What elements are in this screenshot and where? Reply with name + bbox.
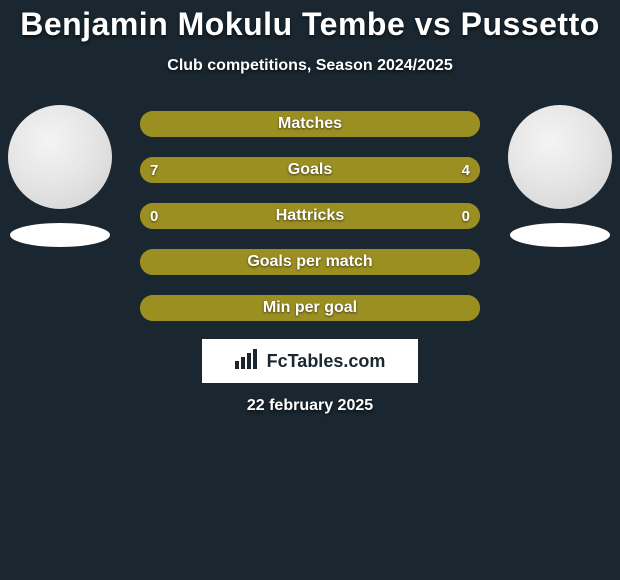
stat-bar-hattricks: 0 Hattricks 0 bbox=[140, 203, 480, 229]
bar-value-right bbox=[460, 111, 480, 137]
avatar-left bbox=[8, 105, 112, 209]
date-label: 22 february 2025 bbox=[0, 397, 620, 415]
bar-value-right bbox=[460, 249, 480, 275]
bar-label: Goals per match bbox=[140, 249, 480, 275]
bar-label: Min per goal bbox=[140, 295, 480, 321]
bar-value-right: 0 bbox=[452, 203, 480, 229]
page-title: Benjamin Mokulu Tembe vs Pussetto bbox=[0, 0, 620, 43]
stat-bar-min-per-goal: Min per goal bbox=[140, 295, 480, 321]
avatar-right bbox=[508, 105, 612, 209]
subtitle: Club competitions, Season 2024/2025 bbox=[0, 57, 620, 75]
stat-bar-goals: 7 Goals 4 bbox=[140, 157, 480, 183]
brand-chart-icon bbox=[235, 349, 261, 374]
stat-bar-goals-per-match: Goals per match bbox=[140, 249, 480, 275]
player-left bbox=[8, 105, 112, 247]
bar-label: Matches bbox=[140, 111, 480, 137]
stat-bar-matches: Matches bbox=[140, 111, 480, 137]
club-badge-left bbox=[10, 223, 110, 247]
bar-value-right bbox=[460, 295, 480, 321]
brand-text: FcTables.com bbox=[267, 351, 386, 372]
bar-label: Hattricks bbox=[140, 203, 480, 229]
club-badge-right bbox=[510, 223, 610, 247]
stat-bars: Matches 7 Goals 4 0 Hattricks 0 Goals pe… bbox=[140, 105, 480, 321]
player-right bbox=[508, 105, 612, 247]
bar-value-right: 4 bbox=[452, 157, 480, 183]
comparison-layout: Matches 7 Goals 4 0 Hattricks 0 Goals pe… bbox=[0, 105, 620, 415]
bar-label: Goals bbox=[140, 157, 480, 183]
brand-box: FcTables.com bbox=[202, 339, 418, 383]
